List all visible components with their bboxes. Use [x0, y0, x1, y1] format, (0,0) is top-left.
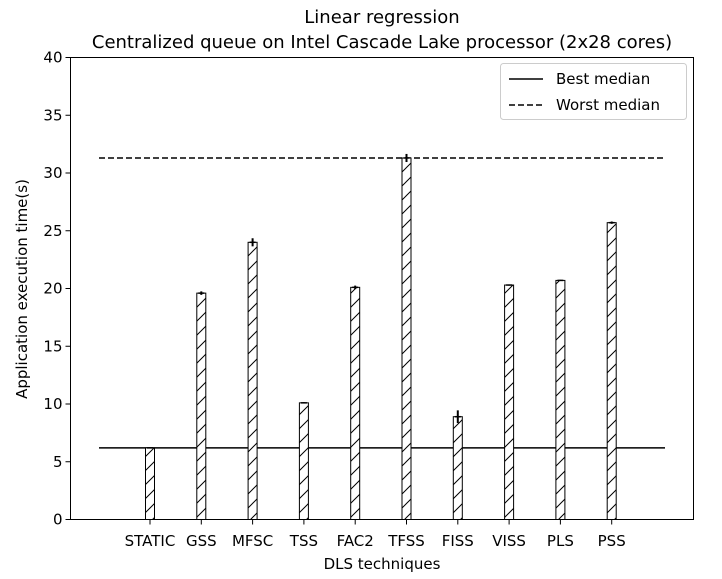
y-tick-label-10: 10 [43, 395, 62, 413]
bar-pls [555, 279, 566, 521]
bar-fac2 [350, 286, 361, 520]
x-axis-label: DLS techniques [324, 555, 441, 573]
x-tick-label-fac2: FAC2 [337, 532, 374, 550]
bar-viss [504, 284, 515, 520]
bar-gss [196, 292, 207, 520]
y-tick-label-35: 35 [43, 106, 62, 124]
bar-static [145, 447, 155, 521]
y-tick-label-20: 20 [43, 280, 62, 298]
bar-pss [606, 222, 617, 520]
chart-subtitle: Centralized queue on Intel Cascade Lake … [92, 32, 672, 53]
x-tick-label-tss: TSS [289, 532, 318, 550]
x-tick-label-tfss: TFSS [387, 532, 425, 550]
plot-frame [70, 57, 694, 520]
y-tick-label-5: 5 [53, 453, 63, 471]
chart-title: Linear regression [304, 7, 459, 28]
legend-label-best-median: Best median [556, 70, 650, 88]
y-tick-label-30: 30 [43, 164, 62, 182]
x-tick-label-viss: VISS [492, 532, 526, 550]
y-tick-label-0: 0 [53, 511, 63, 529]
x-tick-label-static: STATIC [125, 532, 176, 550]
y-tick-label-15: 15 [43, 337, 62, 355]
legend-label-worst-median: Worst median [556, 96, 660, 114]
y-axis-label: Application execution time(s) [13, 179, 31, 399]
bar-tss [298, 402, 309, 520]
y-tick-label-25: 25 [43, 222, 62, 240]
bar-mfsc [247, 241, 258, 521]
x-tick-label-gss: GSS [186, 532, 217, 550]
x-tick-label-mfsc: MFSC [232, 532, 273, 550]
x-tick-label-pss: PSS [598, 532, 626, 550]
y-tick-label-40: 40 [43, 49, 62, 67]
legend-box [500, 63, 687, 120]
bar-fiss [452, 416, 463, 520]
legend: Best median Worst median [500, 63, 687, 120]
bar-tfss [401, 157, 412, 521]
x-tick-label-fiss: FISS [442, 532, 474, 550]
x-tick-label-pls: PLS [547, 532, 574, 550]
